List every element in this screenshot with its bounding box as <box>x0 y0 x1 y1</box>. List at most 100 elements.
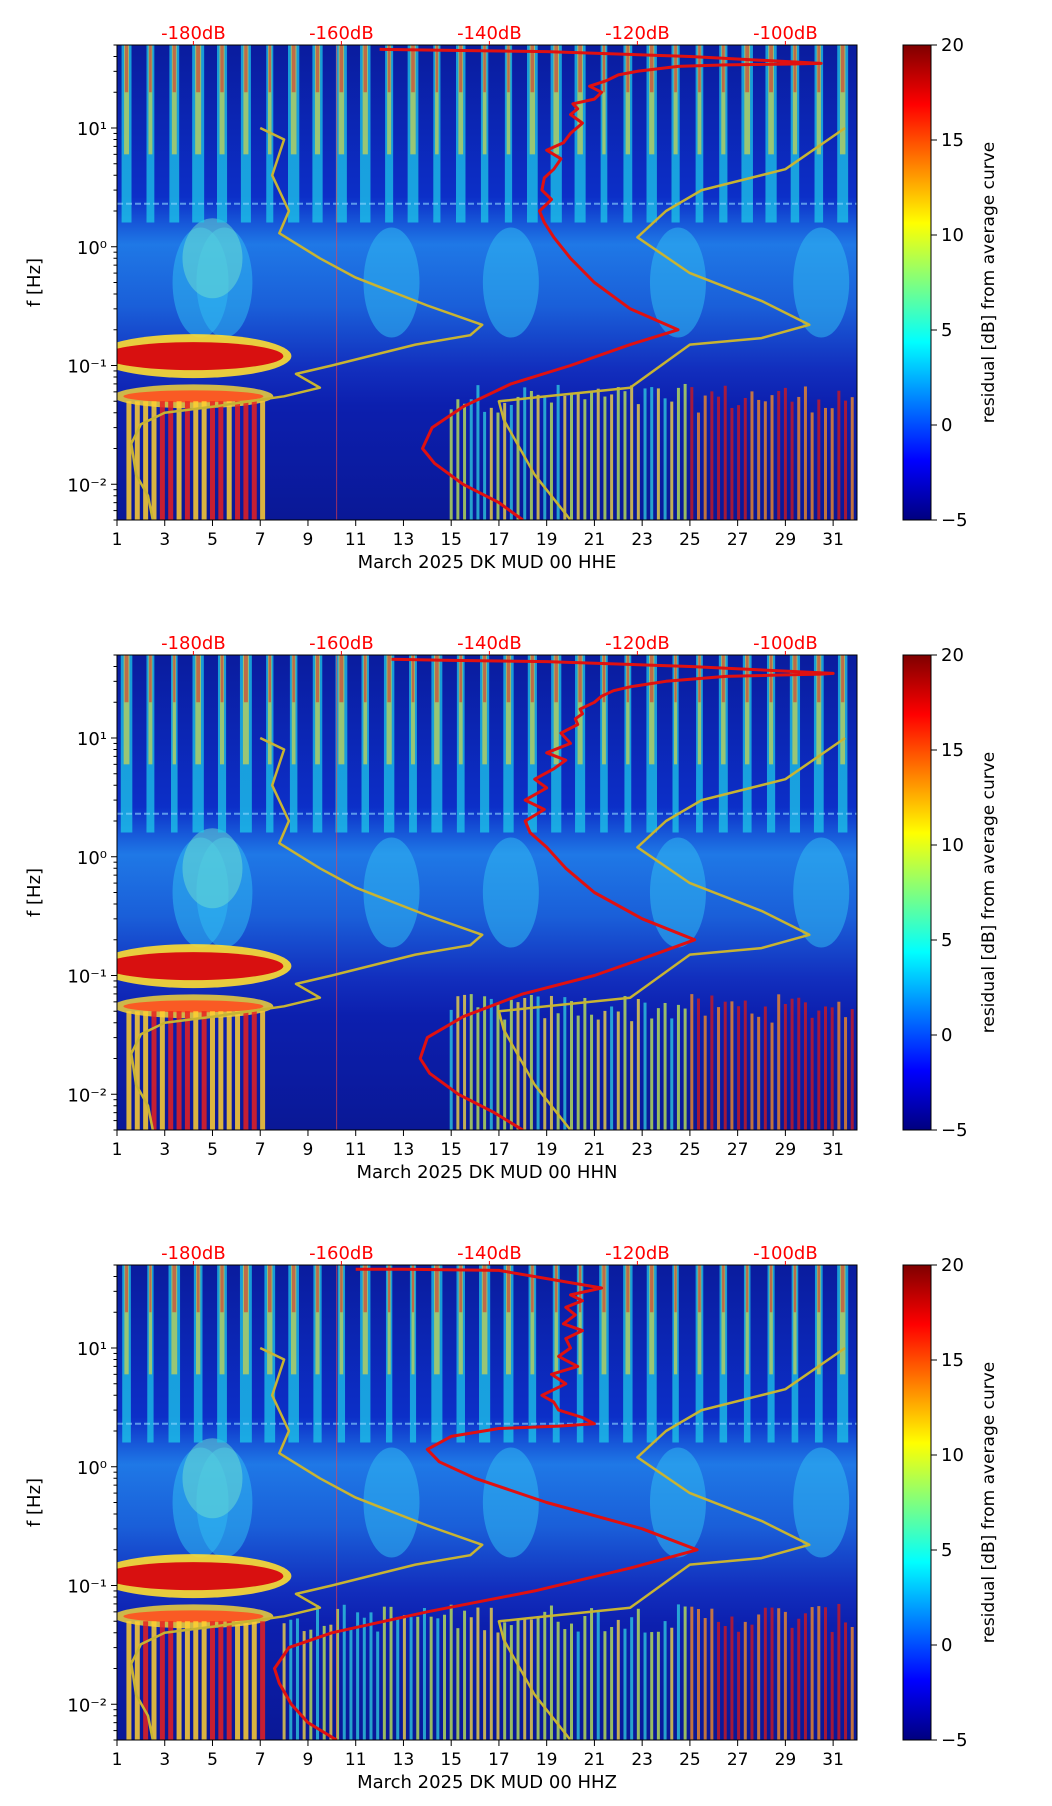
colorbar-tick-label: 15 <box>941 1350 964 1371</box>
x-tick-label: 5 <box>207 530 218 550</box>
x-tick-label: 1 <box>112 530 123 550</box>
x-tick-label: 29 <box>775 530 797 550</box>
spectrogram-image <box>117 1265 857 1740</box>
x-tick-label: 27 <box>727 1140 749 1160</box>
x-tick-label: 21 <box>584 530 606 550</box>
x-tick-label: 31 <box>822 1140 844 1160</box>
top-db-label: -160dB <box>309 23 374 44</box>
high-noise-model-curve <box>497 126 846 520</box>
low-noise-model-curve <box>130 126 484 520</box>
x-tick-label: 13 <box>393 1140 415 1160</box>
x-tick-label: 3 <box>159 1750 170 1770</box>
x-tick-label: 25 <box>679 1140 701 1160</box>
x-tick-label: 23 <box>631 1140 653 1160</box>
top-db-label: -120dB <box>605 23 670 44</box>
x-tick-label: 21 <box>584 1750 606 1770</box>
top-db-label: -100dB <box>753 633 818 654</box>
low-noise-model-curve <box>130 1346 484 1740</box>
y-tick-label: 10⁰ <box>77 1458 107 1479</box>
x-tick-label: 23 <box>631 530 653 550</box>
high-noise-model-curve <box>497 736 846 1130</box>
top-db-label: -180dB <box>161 1243 226 1264</box>
y-tick-label: 10⁻¹ <box>67 1577 107 1598</box>
colorbar-strip <box>902 654 932 1131</box>
x-tick-label: 13 <box>393 1750 415 1770</box>
y-tick-label: 10⁰ <box>77 848 107 869</box>
top-db-label: -100dB <box>753 23 818 44</box>
colorbar-tick-label: 15 <box>941 130 964 151</box>
x-tick-label: 21 <box>584 1140 606 1160</box>
high-noise-model-curve <box>497 1346 846 1740</box>
colorbar-tick-label: 0 <box>941 1635 952 1656</box>
x-tick-label: 29 <box>775 1140 797 1160</box>
colorbar-tick-label: 5 <box>941 320 952 341</box>
x-tick-label: 3 <box>159 530 170 550</box>
x-tick-label: 27 <box>727 1750 749 1770</box>
x-tick-label: 7 <box>255 1140 266 1160</box>
x-tick-label: 13 <box>393 530 415 550</box>
x-tick-label: 3 <box>159 1140 170 1160</box>
colorbar-tick-label: 15 <box>941 740 964 761</box>
x-tick-label: 9 <box>303 1750 314 1770</box>
x-tick-label: 7 <box>255 1750 266 1770</box>
x-tick-label: 23 <box>631 1750 653 1770</box>
y-axis-label: f [Hz] <box>24 1478 45 1527</box>
x-axis-label: March 2025 DK MUD 00 HHZ <box>357 1772 617 1793</box>
y-tick-label: 10⁰ <box>77 238 107 259</box>
x-tick-label: 27 <box>727 530 749 550</box>
colorbar-tick-label: 10 <box>941 835 964 856</box>
colorbar-tick-label: 5 <box>941 930 952 951</box>
x-tick-label: 11 <box>345 530 367 550</box>
colorbar-tick-label: 10 <box>941 225 964 246</box>
y-tick-label: 10⁻² <box>67 1085 107 1106</box>
x-tick-label: 31 <box>822 1750 844 1770</box>
x-tick-label: 19 <box>536 1750 558 1770</box>
colorbar-tick-label: 10 <box>941 1445 964 1466</box>
top-db-label: -100dB <box>753 1243 818 1264</box>
median-psd-curve <box>273 1267 699 1740</box>
colorbar-label: residual [dB] from average curve <box>979 1362 999 1643</box>
top-db-label: -140dB <box>457 1243 522 1264</box>
top-db-label: -140dB <box>457 633 522 654</box>
top-db-label: -160dB <box>309 1243 374 1264</box>
y-tick-label: 10¹ <box>77 119 107 140</box>
colorbar-tick-label: 20 <box>941 645 964 666</box>
x-tick-label: 9 <box>303 530 314 550</box>
top-db-label: -180dB <box>161 633 226 654</box>
x-tick-label: 1 <box>112 1750 123 1770</box>
x-tick-label: 11 <box>345 1140 367 1160</box>
x-tick-label: 19 <box>536 530 558 550</box>
median-psd-curve <box>379 47 823 520</box>
y-axis-label: f [Hz] <box>24 868 45 917</box>
x-tick-label: 25 <box>679 530 701 550</box>
top-db-label: -120dB <box>605 633 670 654</box>
colorbar-tick-label: −5 <box>941 1730 968 1751</box>
x-tick-label: 1 <box>112 1140 123 1160</box>
y-tick-label: 10¹ <box>77 729 107 750</box>
colorbar-tick-label: 20 <box>941 1255 964 1276</box>
x-tick-label: 5 <box>207 1140 218 1160</box>
top-db-label: -120dB <box>605 1243 670 1264</box>
x-tick-label: 11 <box>345 1750 367 1770</box>
x-tick-label: 9 <box>303 1140 314 1160</box>
colorbar: 20 15 10 5 0 −5 residual [dB] from average cur… <box>902 1255 999 1751</box>
x-tick-label: 31 <box>822 530 844 550</box>
y-tick-label: 10⁻¹ <box>67 357 107 378</box>
top-db-label: -160dB <box>309 633 374 654</box>
x-tick-label: 17 <box>488 530 510 550</box>
y-tick-label: 10⁻¹ <box>67 967 107 988</box>
y-tick-label: 10¹ <box>77 1339 107 1360</box>
low-noise-model-curve <box>130 736 484 1130</box>
x-tick-label: 29 <box>775 1750 797 1770</box>
colorbar: 20 15 10 5 0 −5 residual [dB] from average cur… <box>902 645 999 1141</box>
colorbar-tick-label: −5 <box>941 510 968 531</box>
x-tick-label: 15 <box>440 1140 462 1160</box>
median-psd-curve <box>391 657 835 1130</box>
x-tick-label: 5 <box>207 1750 218 1770</box>
x-tick-label: 7 <box>255 530 266 550</box>
colorbar-label: residual [dB] from average curve <box>979 752 999 1033</box>
y-axis-label: f [Hz] <box>24 258 45 307</box>
